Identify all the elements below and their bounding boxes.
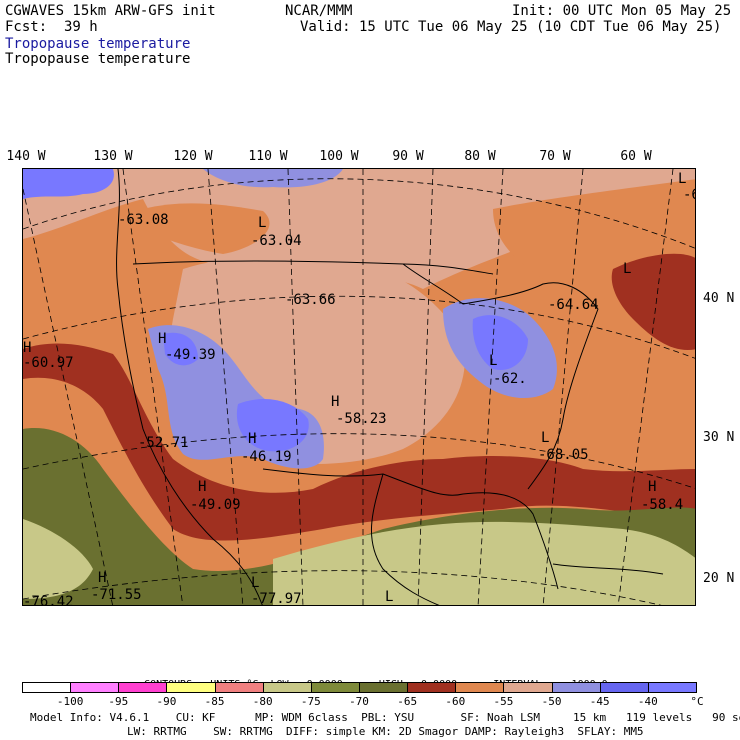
map-label: H [98, 570, 106, 586]
lon-label: 70 W [539, 149, 571, 164]
lon-label: 90 W [392, 149, 424, 164]
map-label: L [385, 589, 393, 605]
colorbar-tick-label: -60 [445, 695, 466, 708]
model-title: CGWAVES 15km ARW-GFS init [5, 3, 216, 19]
lon-label: 60 W [620, 149, 652, 164]
colorbar-tick-label: -45 [589, 695, 610, 708]
map-label: -49.39 [165, 347, 216, 363]
field-title-contour: Tropopause temperature [5, 51, 191, 67]
lon-label: 120 W [173, 149, 213, 164]
map-label: H [648, 479, 656, 495]
map-label: -49.09 [190, 497, 241, 513]
coastlines [116, 169, 664, 605]
shade-blue-deep-nw [163, 332, 198, 366]
colorbar-swatch [455, 682, 505, 693]
shade-light-olive-sw [23, 519, 93, 599]
lat-label: 30 N [703, 430, 735, 445]
colorbar-swatch [407, 682, 457, 693]
map-label: L [489, 353, 497, 369]
map-label: L [623, 261, 631, 277]
lon-label: 130 W [93, 149, 133, 164]
colorbar-tick-label: -55 [493, 695, 514, 708]
colorbar-tick-label: -75 [300, 695, 321, 708]
map-label: -58.4 [641, 497, 683, 513]
shade-darkred-ne [611, 253, 695, 350]
map-label: -63.66 [285, 292, 336, 308]
map-label: -6 [683, 187, 696, 203]
init-time: Init: 00 UTC Mon 05 May 25 [512, 3, 732, 19]
map-label: H [331, 394, 339, 410]
valid-time: Valid: 15 UTC Tue 06 May 25 (10 CDT Tue … [300, 19, 722, 35]
map-label: -76.42 [23, 594, 74, 606]
colorbar-tick-label: -70 [349, 695, 369, 708]
map-label: -58.23 [336, 411, 387, 427]
colorbar-tick-label: -90 [156, 695, 177, 708]
map-label: -62. [493, 371, 527, 387]
map-labels: -63.08 L -63.04 -63.66 -64.64 H -49.39 H… [23, 171, 696, 606]
shade-light-olive [273, 521, 695, 605]
shade-darkred [23, 343, 695, 541]
map-label: H [158, 331, 166, 347]
colorbar-tick-label: -80 [252, 695, 273, 708]
colorbar-tick-label: -65 [397, 695, 418, 708]
lon-label: 100 W [319, 149, 359, 164]
map-label: -77.97 [251, 591, 302, 606]
map-label: H [198, 479, 206, 495]
field-title-shaded: Tropopause temperature [5, 36, 191, 52]
colorbar-tick-label: -100 [56, 695, 84, 708]
shade-blue-lakes-deep [472, 315, 528, 370]
model-info-line1: Model Info: V4.6.1 CU: KF MP: WDM 6class… [30, 711, 740, 724]
map-label: -60.97 [23, 355, 74, 371]
colorbar-unit: °C [690, 695, 704, 708]
map-label: -64.64 [548, 297, 599, 313]
map-label: -68.05 [538, 447, 589, 463]
colorbar-swatch [214, 682, 264, 693]
colorbar-swatch [359, 682, 409, 693]
lat-label: 40 N [703, 291, 735, 306]
tropopause-temperature-map: -63.08 L -63.04 -63.66 -64.64 H -49.39 H… [23, 169, 696, 606]
forecast-hours: 39 h [64, 19, 98, 35]
shade-blue-nw-corner [23, 169, 114, 199]
shade-blue-deep-sw [236, 399, 309, 452]
map-label: H [248, 431, 256, 447]
colorbar-tick-label: -95 [108, 695, 129, 708]
lon-label: 140 W [6, 149, 46, 164]
shade-orange-north [143, 203, 270, 254]
colorbar-tick-label: -85 [204, 695, 225, 708]
colorbar-swatch [310, 682, 360, 693]
map-label: L [541, 430, 549, 446]
map-label: L [678, 171, 686, 187]
colorbar-swatch [551, 682, 601, 693]
colorbar-swatch [647, 682, 697, 693]
graticule [23, 169, 695, 605]
map-label: -52.71 [138, 435, 189, 451]
map-label: H [23, 340, 31, 356]
colorbar-swatch [118, 682, 168, 693]
map-panel: -63.08 L -63.04 -63.66 -64.64 H -49.39 H… [22, 168, 696, 606]
colorbar-swatch [262, 682, 312, 693]
map-label: -46.19 [241, 449, 292, 465]
organization: NCAR/MMM [285, 3, 353, 19]
model-info-line2: LW: RRTMG SW: RRTMG DIFF: simple KM: 2D … [127, 725, 644, 738]
colorbar-swatch [599, 682, 649, 693]
lon-label: 110 W [248, 149, 288, 164]
map-label: -63.08 [118, 212, 169, 228]
map-label: L [258, 215, 266, 231]
map-label: -63.04 [251, 233, 302, 249]
forecast-label: Fcst: [5, 19, 48, 35]
colorbar-tick-label: -50 [541, 695, 562, 708]
colorbar-swatch [166, 682, 216, 693]
colorbar-swatch [70, 682, 120, 693]
map-label: L [251, 575, 259, 591]
colorbar-tick-label: -40 [637, 695, 658, 708]
lon-label: 80 W [464, 149, 496, 164]
lat-label: 20 N [703, 571, 735, 586]
map-label: -71.55 [91, 587, 142, 603]
colorbar-swatch [503, 682, 553, 693]
colorbar-swatch [22, 682, 72, 693]
